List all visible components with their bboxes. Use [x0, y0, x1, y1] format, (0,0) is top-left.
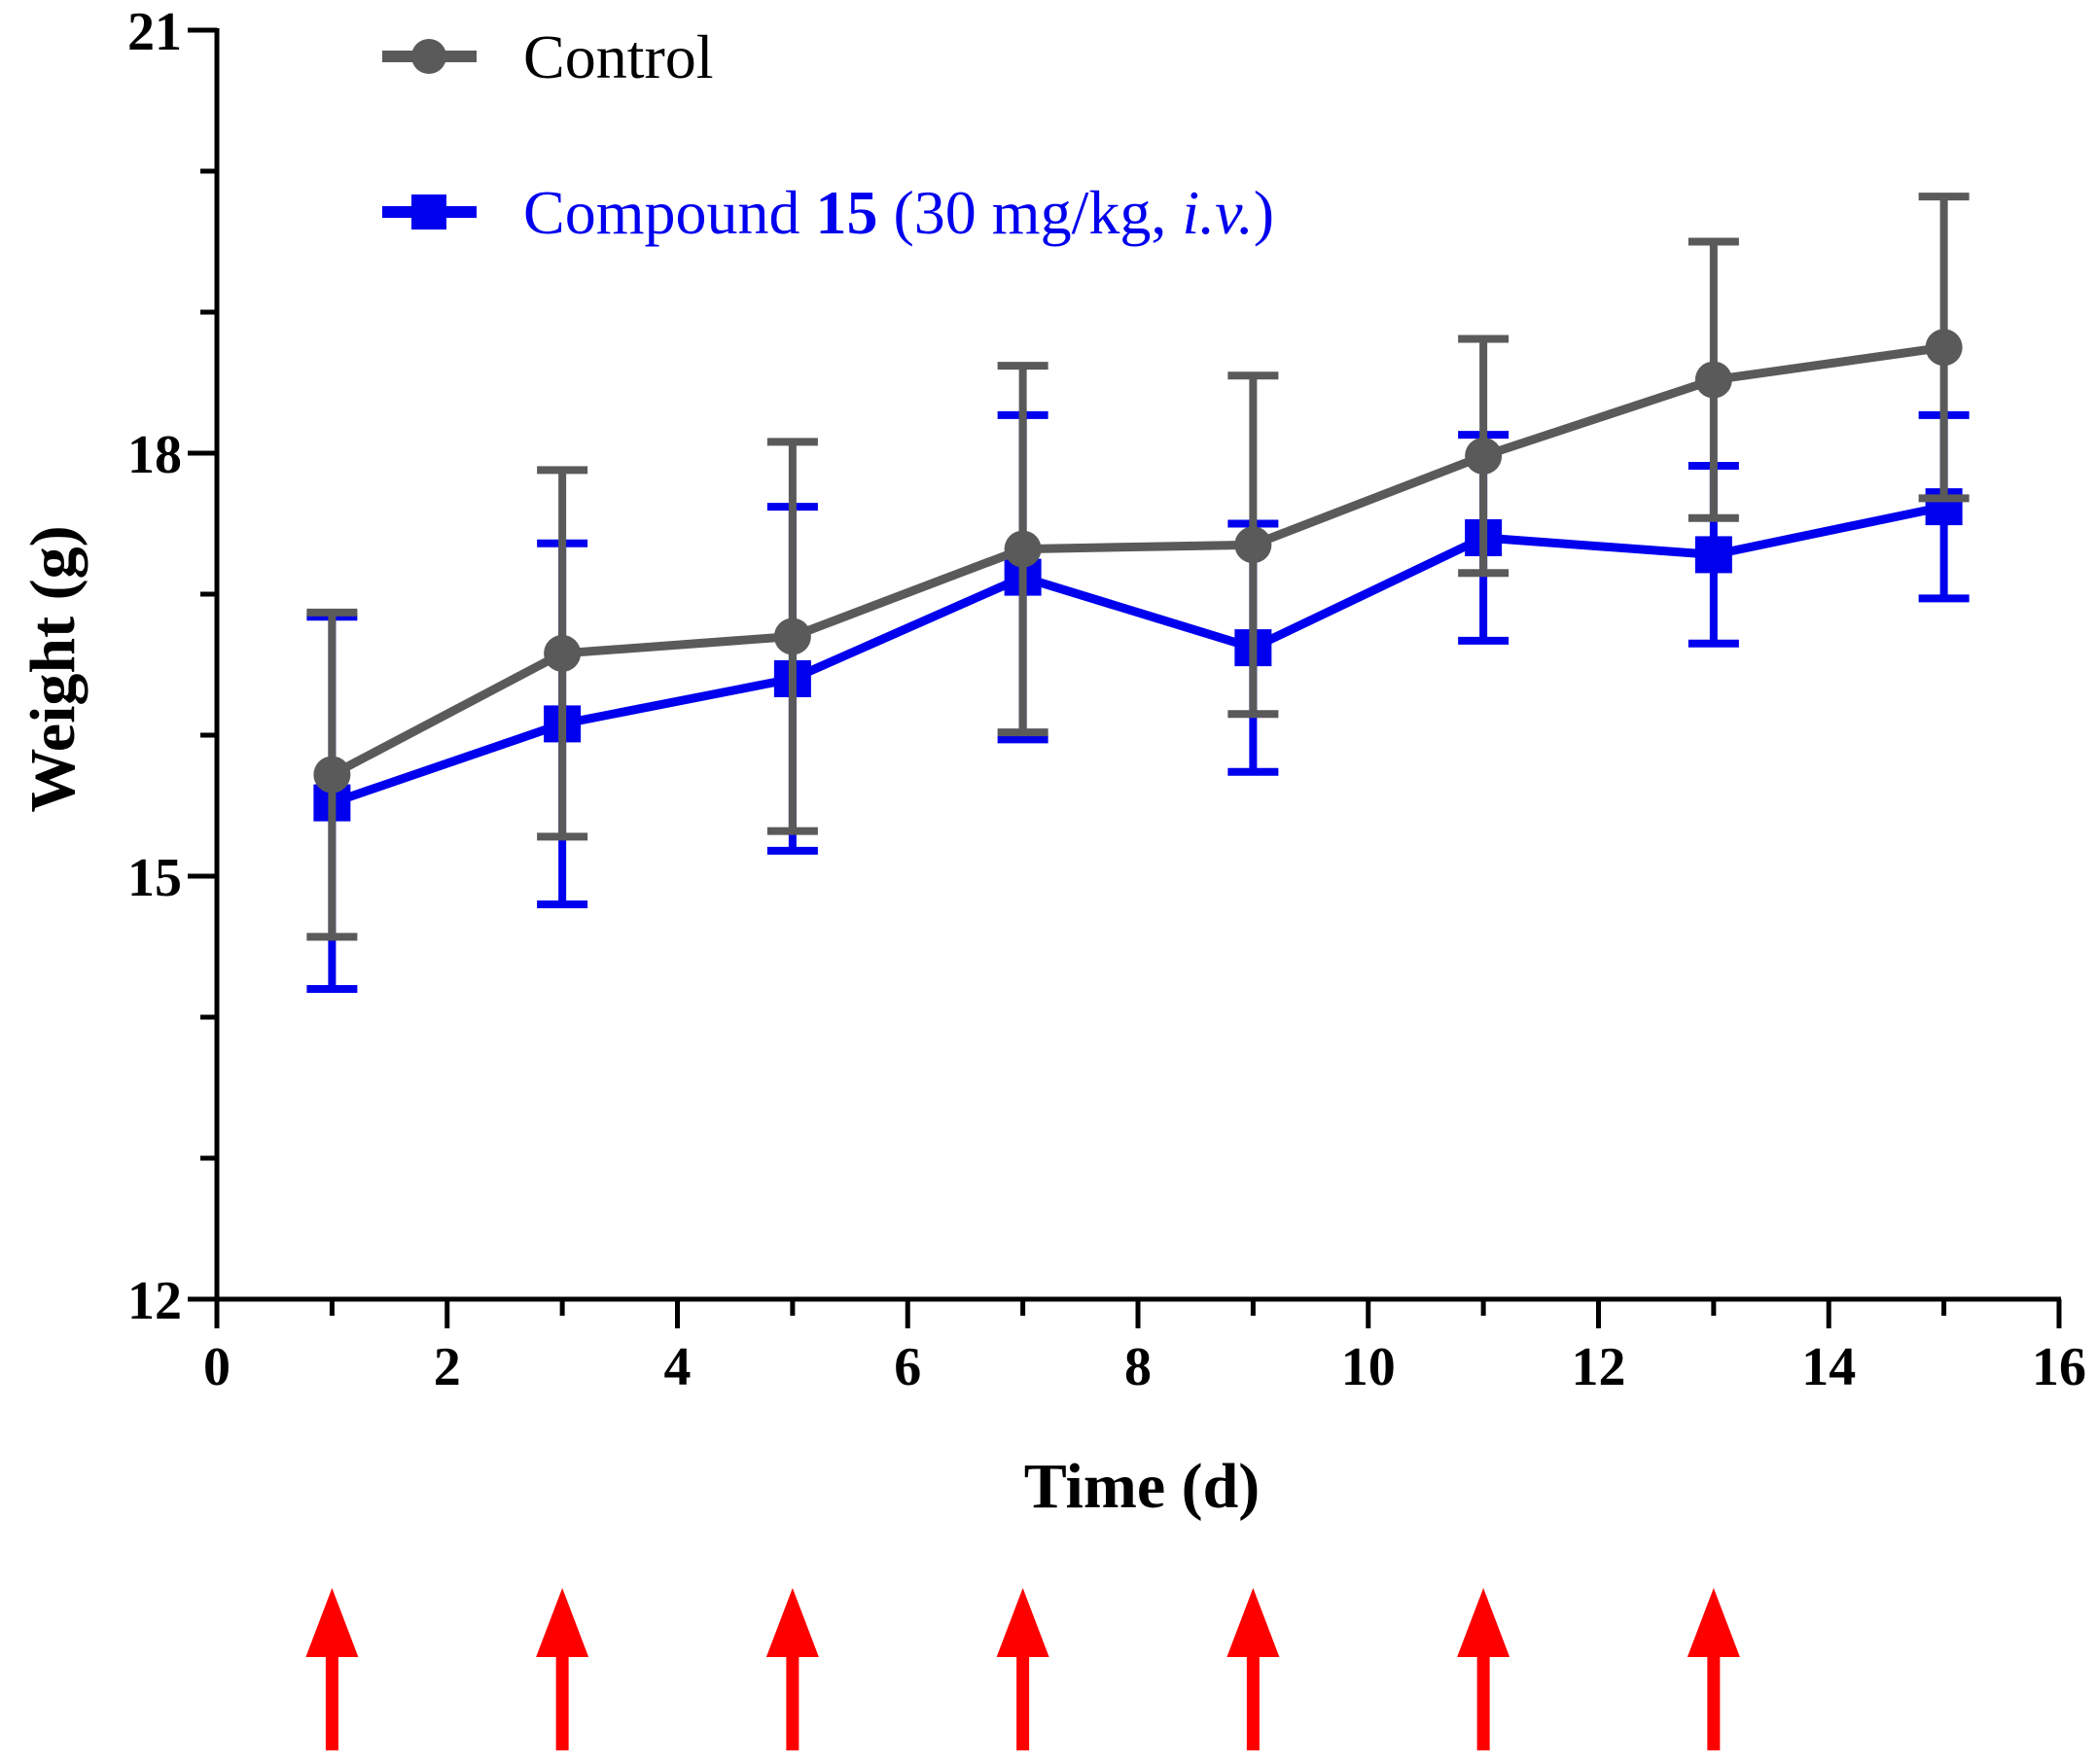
x-tick-label: 2: [434, 1337, 461, 1397]
x-axis-title: Time (d): [1024, 1451, 1261, 1522]
x-tick-label: 0: [203, 1337, 231, 1397]
dosing-arrow: [1687, 1588, 1740, 1750]
x-tick-label: 8: [1124, 1337, 1152, 1397]
data-point-control: [773, 617, 811, 655]
legend-control-marker: [411, 39, 446, 74]
x-tick-label: 16: [2032, 1337, 2086, 1397]
dosing-arrow-head: [305, 1588, 359, 1657]
legend-compound-marker: [411, 194, 446, 229]
legend-item-control: Control: [382, 22, 714, 91]
dosing-arrow: [996, 1588, 1049, 1750]
dosing-arrow: [765, 1588, 819, 1750]
y-tick-label: 18: [127, 425, 182, 485]
dosing-arrow-head: [1687, 1588, 1740, 1657]
data-point-compound: [1694, 536, 1732, 574]
data-point-control: [1234, 526, 1272, 564]
dosing-arrow: [1226, 1588, 1280, 1750]
data-point-control: [1004, 530, 1042, 568]
series-control: [306, 193, 1970, 941]
y-tick-label: 21: [127, 2, 182, 62]
legend-item-compound: Compound 15 (30 mg/kg, i.v.): [382, 178, 1274, 247]
data-point-control: [1694, 361, 1732, 399]
legend: Control Compound 15 (30 mg/kg, i.v.): [382, 22, 1274, 247]
x-tick-label: 10: [1341, 1337, 1396, 1397]
dosing-arrow-head: [996, 1588, 1049, 1657]
data-point-control: [1925, 329, 1963, 367]
data-point-control: [544, 634, 582, 672]
axes: 12 15 18 21 0 2 4 6 8 10 12 14 16: [127, 2, 2086, 1397]
dosing-arrow-head: [765, 1588, 819, 1657]
dosing-arrow-head: [1457, 1588, 1510, 1657]
series-control-line: [330, 342, 1945, 779]
dosing-arrows: [305, 1588, 1740, 1750]
dosing-arrow-head: [536, 1588, 589, 1657]
y-tick-label: 15: [127, 848, 182, 908]
legend-control-label: Control: [523, 22, 714, 91]
series-compound: [306, 410, 1970, 993]
x-tick-label: 6: [894, 1337, 921, 1397]
dosing-arrow: [305, 1588, 359, 1750]
dosing-arrow-head: [1226, 1588, 1280, 1657]
dosing-arrow: [536, 1588, 589, 1750]
legend-compound-label: Compound 15 (30 mg/kg, i.v.): [523, 178, 1274, 247]
series-layer: [306, 193, 1970, 993]
x-tick-label: 12: [1572, 1337, 1626, 1397]
y-tick-label: 12: [127, 1271, 182, 1331]
dosing-arrow: [1457, 1588, 1510, 1750]
x-tick-label: 4: [664, 1337, 692, 1397]
data-point-control: [1465, 437, 1503, 475]
y-axis-title: Weight (g): [18, 525, 89, 812]
x-tick-label: 14: [1801, 1337, 1856, 1397]
data-point-control: [313, 756, 351, 794]
series-compound-line: [330, 502, 1945, 807]
